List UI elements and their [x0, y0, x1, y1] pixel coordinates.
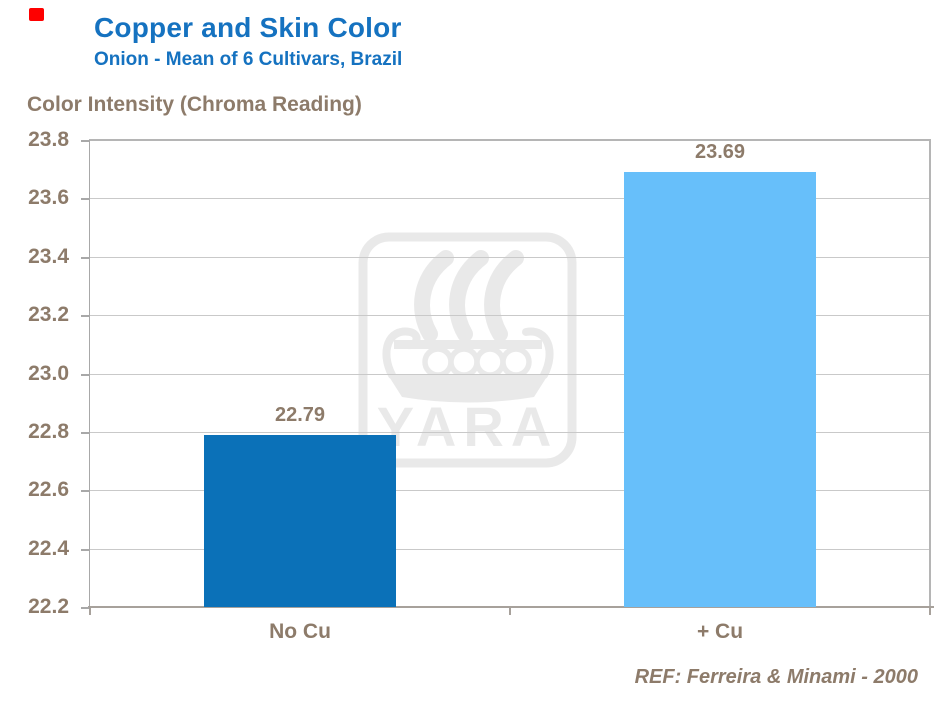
y-tick-label: 23.4 — [28, 245, 69, 268]
ship-stern-icon — [522, 327, 554, 379]
ship-prow-icon — [382, 327, 421, 379]
bar--cu — [624, 172, 816, 607]
y-tick-mark — [81, 140, 89, 142]
y-tick-label: 22.4 — [28, 537, 69, 560]
bar-value-label: 23.69 — [694, 141, 746, 163]
y-tick-mark — [81, 607, 89, 609]
watermark-border — [358, 232, 577, 468]
gridline — [90, 549, 929, 550]
y-tick-mark — [81, 490, 89, 492]
bar-value-label: 22.79 — [274, 404, 326, 426]
bar-no-cu — [204, 435, 396, 607]
y-tick-label: 23.2 — [28, 303, 69, 326]
x-tick-mark — [89, 608, 91, 615]
y-tick-mark — [81, 432, 89, 434]
x-axis-line — [88, 606, 934, 608]
x-category-label: + Cu — [696, 620, 744, 643]
sail-icon — [449, 250, 489, 342]
red-square-marker — [29, 8, 44, 21]
y-tick-label: 22.2 — [28, 595, 69, 618]
y-tick-label: 22.6 — [28, 478, 69, 501]
ship-rail — [394, 340, 542, 349]
plot-top-border — [89, 139, 931, 141]
gridline — [90, 315, 929, 316]
chart-title: Copper and Skin Color — [94, 12, 402, 43]
gridline — [90, 490, 929, 491]
sail-icon — [414, 250, 454, 342]
x-category-label: No Cu — [269, 620, 331, 643]
yara-ship-watermark-icon: YARA — [358, 232, 577, 468]
reference-note: REF: Ferreira & Minami - 2000 — [634, 666, 918, 688]
gridline — [90, 432, 929, 433]
y-tick-mark — [81, 549, 89, 551]
y-axis-title: Color Intensity (Chroma Reading) — [27, 93, 362, 116]
plot-right-border — [929, 139, 931, 607]
ship-hull — [388, 375, 548, 403]
y-tick-label: 23.8 — [28, 128, 69, 151]
x-tick-mark — [509, 608, 511, 615]
gridline — [90, 374, 929, 375]
x-tick-mark — [929, 608, 931, 615]
gridline — [90, 198, 929, 199]
y-tick-label: 23.0 — [28, 362, 69, 385]
ship-shields — [422, 346, 532, 378]
y-tick-label: 23.6 — [28, 186, 69, 209]
y-tick-mark — [81, 257, 89, 259]
y-tick-mark — [81, 374, 89, 376]
y-tick-mark — [81, 198, 89, 200]
y-tick-mark — [81, 315, 89, 317]
watermark-text: YARA — [377, 395, 559, 458]
gridline — [90, 257, 929, 258]
chart-subtitle: Onion - Mean of 6 Cultivars, Brazil — [94, 49, 403, 70]
sail-icon — [484, 250, 524, 342]
y-axis-line — [89, 140, 90, 607]
y-tick-label: 22.8 — [28, 420, 69, 443]
